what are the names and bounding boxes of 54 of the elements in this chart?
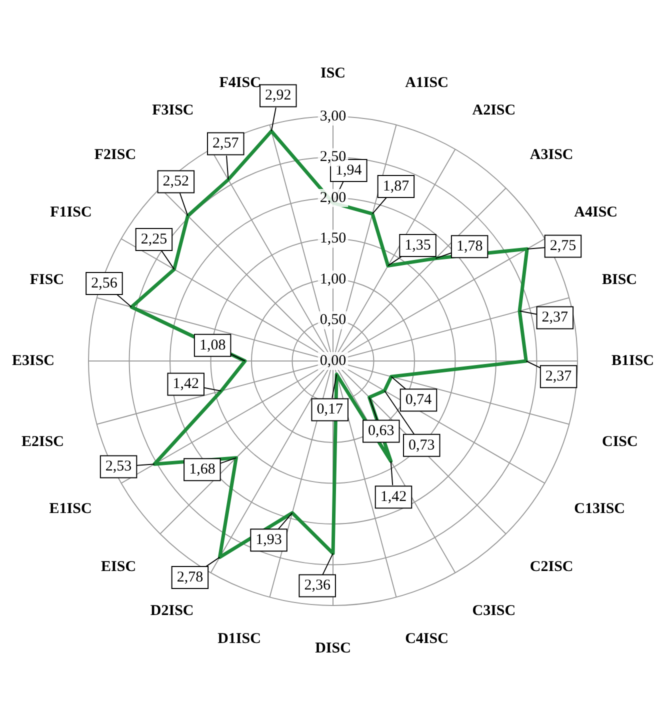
y-tick-label: 0,00 bbox=[320, 352, 346, 369]
spoke-label: CISC bbox=[602, 434, 638, 450]
data-label: 1,35 bbox=[404, 237, 431, 254]
spoke-label: ISC bbox=[320, 65, 346, 82]
spoke-label: F3ISC bbox=[152, 102, 194, 119]
data-label: 2,53 bbox=[105, 458, 132, 475]
spoke-label: FISC bbox=[30, 272, 64, 288]
data-label: 2,75 bbox=[550, 238, 576, 254]
y-tick-label: 2,50 bbox=[320, 149, 346, 166]
data-label: 1,42 bbox=[172, 376, 199, 392]
data-label: 0,17 bbox=[316, 402, 344, 418]
y-tick-label: 1,00 bbox=[320, 271, 346, 288]
spoke-label: A2ISC bbox=[472, 102, 516, 119]
spoke-label: C2ISC bbox=[530, 558, 574, 575]
spoke-label: C4ISC bbox=[405, 630, 448, 647]
data-label: 2,36 bbox=[304, 578, 331, 594]
spoke-label: B1ISC bbox=[611, 352, 654, 369]
y-tick-label: 3,00 bbox=[320, 108, 346, 124]
spoke-label: A3ISC bbox=[530, 146, 574, 163]
data-label: 1,08 bbox=[199, 337, 226, 354]
spoke-label: D1ISC bbox=[218, 630, 261, 647]
spoke-label: BISC bbox=[602, 272, 638, 288]
data-label: 2,56 bbox=[91, 275, 118, 292]
spoke-label: E1ISC bbox=[49, 501, 92, 518]
data-label: 0,74 bbox=[405, 392, 432, 408]
spoke-label: EISC bbox=[101, 558, 136, 575]
y-tick-label: 0,50 bbox=[320, 312, 346, 328]
spoke-label: C3ISC bbox=[472, 603, 516, 620]
spoke-label: C13ISC bbox=[574, 501, 626, 518]
spoke-label: F4ISC bbox=[219, 74, 261, 91]
data-label: 2,78 bbox=[176, 569, 204, 586]
spoke-label: F1ISC bbox=[50, 204, 92, 221]
data-label: 1,78 bbox=[456, 238, 483, 255]
data-label: 2,37 bbox=[545, 368, 572, 385]
data-label: 2,25 bbox=[140, 231, 168, 248]
data-label: 2,92 bbox=[265, 88, 292, 104]
data-label: 1,93 bbox=[256, 532, 282, 548]
data-label: 0,63 bbox=[368, 423, 394, 440]
data-label: 2,57 bbox=[212, 136, 240, 152]
spoke-label: E2ISC bbox=[21, 434, 64, 450]
spoke-label: A4ISC bbox=[574, 204, 618, 221]
y-tick-label: 1,50 bbox=[320, 230, 346, 247]
data-label: 0,73 bbox=[408, 437, 435, 454]
spoke-label: E3ISC bbox=[12, 352, 55, 369]
data-label: 1,87 bbox=[382, 178, 410, 194]
spoke-label: D2ISC bbox=[150, 603, 194, 620]
data-label: 1,42 bbox=[380, 489, 407, 506]
y-tick-label: 2,00 bbox=[320, 190, 346, 206]
data-label: 2,52 bbox=[162, 174, 190, 190]
spoke-label: F2ISC bbox=[94, 146, 136, 163]
data-label: 2,37 bbox=[542, 310, 569, 326]
spoke-label: DISC bbox=[315, 640, 351, 656]
spoke-label: A1ISC bbox=[405, 74, 448, 91]
data-label: 1,68 bbox=[189, 462, 216, 478]
